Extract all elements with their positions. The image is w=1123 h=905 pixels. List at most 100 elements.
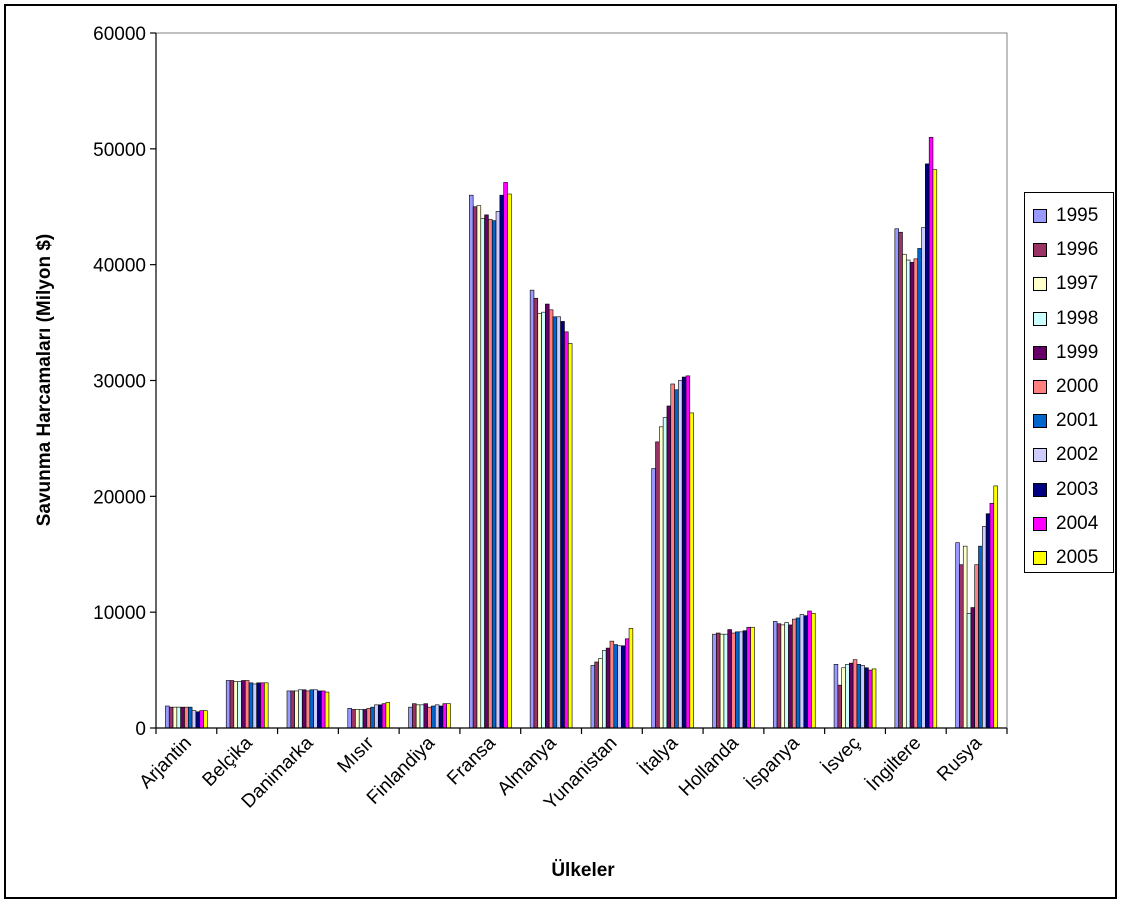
bar-İngiltere-2002 [921, 227, 926, 729]
bar-İspanya-2003 [803, 615, 808, 729]
bar-İtalya-2001 [674, 389, 679, 729]
bars-group [165, 136, 998, 729]
bar-Yunanistan-2004 [624, 638, 630, 729]
bar-Belçika-2000 [244, 680, 250, 729]
bar-Hollanda-2004 [746, 626, 751, 729]
bar-İngiltere-2005 [932, 169, 938, 729]
y-tick-label: 60000 [93, 24, 146, 45]
bar-İngiltere-2000 [913, 258, 919, 729]
bar-İtalya-1998 [662, 417, 668, 729]
bar-Danimarka-1995 [286, 690, 292, 729]
bar-İtalya-2005 [689, 412, 694, 729]
bar-İngiltere-2003 [925, 163, 930, 729]
bar-Mısır-2000 [366, 708, 371, 729]
bar-Fransa-2002 [495, 211, 501, 729]
bar-Yunanistan-1998 [602, 650, 607, 729]
bar-Yunanistan-2003 [621, 645, 626, 729]
bar-Fransa-2004 [503, 182, 508, 729]
bar-Rusya-1997 [962, 545, 968, 729]
bar-İspanya-2000 [792, 618, 797, 729]
legend-label: 1997 [1056, 273, 1099, 295]
x-tick-label: Arjantin [136, 733, 196, 793]
bar-Hollanda-2003 [742, 630, 748, 729]
bar-Danimarka-1997 [294, 690, 299, 729]
bar-Danimarka-1998 [298, 689, 303, 729]
bar-Finlandiya-2000 [427, 706, 432, 729]
x-tick-label: Rusya [933, 732, 986, 785]
bar-İngiltere-1999 [909, 262, 915, 729]
bar-Hollanda-2000 [731, 632, 736, 729]
bar-Finlandiya-2002 [434, 704, 440, 729]
bar-Yunanistan-1997 [598, 658, 603, 729]
bar-Hollanda-1996 [716, 632, 721, 729]
bar-İsveç-2003 [864, 667, 869, 729]
legend-label: 2001 [1056, 410, 1099, 432]
bar-Danimarka-2003 [317, 690, 322, 729]
bar-Almanya-2001 [552, 316, 558, 729]
bar-Belçika-1997 [233, 681, 238, 729]
bar-Fransa-2005 [507, 193, 512, 729]
bar-İngiltere-1997 [902, 253, 907, 729]
y-tick-label: 0 [135, 719, 146, 740]
legend-swatch [1033, 414, 1047, 429]
bar-Fransa-1999 [484, 214, 489, 729]
bar-Hollanda-2002 [738, 631, 744, 729]
bar-İngiltere-1995 [894, 228, 899, 729]
bar-Belçika-2002 [252, 683, 258, 729]
bar-Almanya-1998 [541, 311, 546, 729]
bar-Mısır-1998 [358, 709, 364, 729]
bar-Finlandiya-1996 [412, 703, 417, 729]
bar-Almanya-2003 [560, 321, 565, 729]
bar-Rusya-2003 [985, 513, 991, 729]
bar-Almanya-2000 [548, 309, 554, 729]
legend-label: 2005 [1056, 546, 1099, 568]
bar-Arjantin-1998 [176, 706, 181, 729]
bar-İsveç-1995 [833, 663, 839, 729]
bar-Arjantin-2000 [184, 706, 189, 729]
x-tick-label: İsveç [818, 733, 864, 779]
bar-Arjantin-1999 [180, 706, 185, 729]
bar-İspanya-2005 [811, 613, 816, 729]
bar-İngiltere-1996 [898, 231, 903, 729]
bar-Mısır-2002 [374, 704, 379, 729]
bar-Fransa-1998 [480, 218, 485, 729]
x-tick-label: İtalya [635, 732, 682, 779]
bar-Hollanda-1999 [727, 629, 732, 729]
bar-Yunanistan-2005 [628, 628, 634, 729]
bar-Fransa-1997 [476, 205, 482, 729]
bar-İspanya-1998 [784, 622, 789, 729]
x-tick-label: İspanya [742, 732, 804, 794]
bar-Belçika-1996 [229, 680, 235, 729]
y-tick-label: 10000 [93, 603, 146, 624]
bar-Almanya-2004 [564, 331, 569, 729]
legend-item: 1997 [1025, 267, 1113, 301]
bar-Danimarka-1999 [301, 689, 307, 729]
bar-Hollanda-1995 [712, 633, 717, 729]
x-tick-label: Fransa [443, 732, 500, 789]
bar-Arjantin-2005 [203, 710, 208, 729]
bar-Mısır-2005 [385, 702, 391, 729]
legend-swatch [1033, 311, 1047, 326]
bar-Arjantin-1997 [172, 706, 178, 729]
bar-İsveç-2001 [856, 663, 862, 729]
legend-item: 2002 [1025, 438, 1113, 472]
bar-Mısır-1999 [362, 709, 368, 729]
bar-Arjantin-2001 [188, 706, 193, 729]
bar-Almanya-1996 [533, 297, 539, 729]
bar-Rusya-1995 [955, 542, 960, 729]
bar-Arjantin-2002 [191, 710, 197, 729]
bar-İtalya-2004 [685, 375, 691, 729]
legend-label: 1998 [1056, 307, 1099, 329]
bar-Finlandiya-1999 [423, 703, 428, 729]
legend-item: 2001 [1025, 404, 1113, 438]
bar-Almanya-2002 [556, 316, 561, 729]
x-tick-label: İngiltere [863, 733, 926, 796]
bar-Hollanda-2005 [750, 626, 755, 729]
bar-Fransa-1995 [469, 194, 474, 729]
plot-background [155, 32, 1008, 729]
bar-Yunanistan-1999 [605, 647, 611, 729]
legend-swatch [1033, 209, 1047, 224]
bar-Rusya-1999 [970, 607, 976, 729]
bar-Hollanda-2001 [735, 631, 740, 729]
